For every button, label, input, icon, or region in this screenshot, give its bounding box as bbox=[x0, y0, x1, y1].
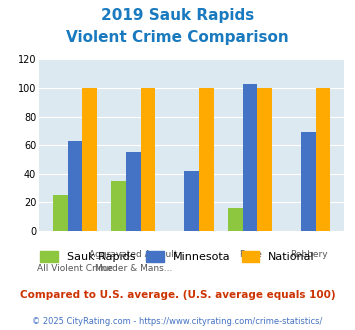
Bar bbox=[126, 152, 141, 231]
Bar bbox=[67, 141, 82, 231]
Text: Murder & Mans...: Murder & Mans... bbox=[94, 264, 172, 273]
Text: Rape: Rape bbox=[239, 250, 262, 259]
Bar bbox=[184, 171, 199, 231]
Legend: Sauk Rapids, Minnesota, National: Sauk Rapids, Minnesota, National bbox=[36, 247, 320, 267]
Bar bbox=[199, 88, 214, 231]
Bar bbox=[141, 88, 155, 231]
Bar bbox=[301, 132, 316, 231]
Bar bbox=[257, 88, 272, 231]
Text: All Violent Crime: All Violent Crime bbox=[37, 264, 113, 273]
Bar bbox=[111, 181, 126, 231]
Bar bbox=[316, 88, 331, 231]
Bar bbox=[228, 208, 243, 231]
Bar bbox=[82, 88, 97, 231]
Bar bbox=[243, 84, 257, 231]
Text: Compared to U.S. average. (U.S. average equals 100): Compared to U.S. average. (U.S. average … bbox=[20, 290, 335, 300]
Bar bbox=[53, 195, 67, 231]
Text: Aggravated Assault: Aggravated Assault bbox=[89, 250, 178, 259]
Text: Violent Crime Comparison: Violent Crime Comparison bbox=[66, 30, 289, 45]
Text: Robbery: Robbery bbox=[290, 250, 327, 259]
Text: © 2025 CityRating.com - https://www.cityrating.com/crime-statistics/: © 2025 CityRating.com - https://www.city… bbox=[32, 317, 323, 326]
Text: 2019 Sauk Rapids: 2019 Sauk Rapids bbox=[101, 8, 254, 23]
